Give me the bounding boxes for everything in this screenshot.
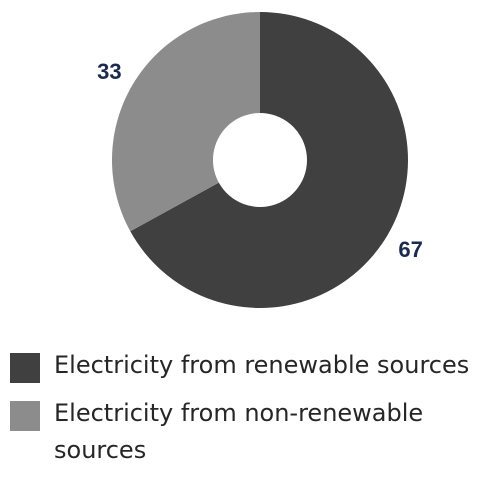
donut-chart: 67 33 [97, 12, 423, 308]
legend-label-non-renewable: Electricity from non-renewable sources [54, 399, 424, 464]
data-label-non-renewable: 33 [97, 59, 121, 84]
legend-item-renewable: Electricity from renewable sources [10, 350, 470, 384]
slice-non-renewable [111, 12, 260, 232]
slice-renewable [130, 12, 408, 308]
legend-swatch-renewable [10, 353, 40, 383]
legend-item-non-renewable: Electricity from non-renewable sources [10, 398, 470, 469]
legend-swatch-non-renewable [10, 401, 40, 431]
chart-legend: Electricity from renewable sources Elect… [10, 350, 470, 483]
data-label-renewable: 67 [398, 237, 422, 262]
legend-label-renewable: Electricity from renewable sources [54, 351, 470, 379]
